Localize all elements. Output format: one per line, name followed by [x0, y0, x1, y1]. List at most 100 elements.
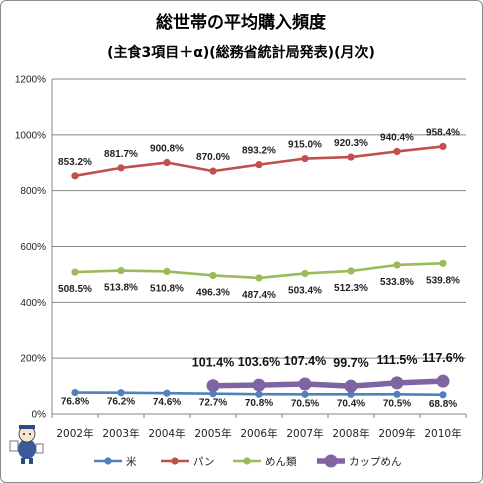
data-point-noodles: [255, 274, 263, 282]
data-point-bread: [71, 172, 79, 180]
data-point-cup-noodles: [298, 377, 312, 391]
data-point-rice: [163, 389, 171, 397]
series-lines: [71, 142, 450, 399]
data-label-noodles: 487.4%: [242, 290, 276, 301]
data-label-cup-noodles: 107.4%: [284, 354, 326, 368]
data-label-rice: 70.5%: [291, 398, 319, 409]
data-point-cup-noodles: [344, 379, 358, 393]
data-point-noodles: [439, 259, 447, 267]
gridlines: [52, 78, 466, 359]
legend-label-cup-noodles: カップめん: [349, 456, 402, 468]
mascot-illustration: [9, 425, 44, 464]
data-point-cup-noodles: [390, 376, 404, 390]
data-point-rice: [71, 388, 79, 397]
data-point-cup-noodles: [436, 374, 450, 388]
data-label-rice: 70.5%: [383, 398, 411, 409]
data-label-bread: 915.0%: [288, 140, 322, 151]
data-label-noodles: 533.8%: [380, 277, 414, 288]
data-label-bread: 893.2%: [242, 146, 276, 157]
data-label-noodles: 539.8%: [426, 275, 460, 286]
data-point-bread: [347, 153, 355, 161]
data-point-noodles: [393, 261, 401, 269]
legend-label-bread: パン: [193, 456, 215, 468]
data-label-noodles: 508.5%: [58, 284, 92, 295]
legend-label-noodles: めん類: [265, 456, 297, 468]
y-tick-labels: 0% 200% 400% 600% 800% 1000% 1200%: [15, 75, 46, 421]
data-label-noodles: 496.3%: [196, 287, 230, 298]
x-tick-label: 2010年: [424, 427, 461, 440]
data-label-rice: 74.6%: [153, 397, 181, 408]
data-labels: 76.8% 76.2% 74.6% 72.7% 70.8% 70.5% 70.4% 70.5%…: [58, 127, 464, 409]
data-label-noodles: 512.3%: [334, 283, 368, 294]
y-tick-label: 200%: [20, 354, 46, 365]
chart-title: 総世帯の平均購入頻度: [156, 12, 327, 33]
data-point-rice: [347, 390, 355, 398]
chart-subtitle: (主食3項目＋α)(総務省統計局発表)(月次): [107, 44, 375, 61]
data-point-rice: [255, 390, 263, 398]
legend-marker-noodles: [243, 457, 251, 465]
y-tick-label: 1200%: [15, 75, 46, 86]
y-tick-label: 1000%: [15, 130, 46, 141]
axes: [51, 79, 467, 418]
data-label-rice: 68.8%: [429, 399, 457, 410]
x-tick-label: 2009年: [378, 427, 415, 440]
data-point-bread: [117, 164, 125, 172]
y-tick-label: 400%: [20, 298, 46, 309]
data-point-rice: [117, 389, 125, 397]
data-point-noodles: [301, 269, 309, 278]
data-label-bread: 853.2%: [58, 157, 92, 168]
x-tick-label: 2008年: [332, 427, 369, 440]
data-label-rice: 70.8%: [245, 398, 273, 409]
legend-marker-cup-noodles: [324, 454, 338, 468]
x-tick-labels: 2002年 2003年 2004年 2005年 2006年 2007年 2008年 2009年…: [56, 427, 461, 440]
data-point-bread: [439, 142, 447, 151]
data-point-bread: [209, 167, 217, 175]
legend-marker-rice: [104, 457, 112, 465]
data-point-noodles: [163, 267, 171, 276]
data-point-noodles: [347, 267, 355, 275]
y-tick-label: 0%: [32, 410, 47, 421]
x-tick-label: 2006年: [240, 427, 277, 440]
data-point-bread: [163, 158, 171, 167]
y-tick-label: 800%: [20, 186, 46, 197]
data-label-cup-noodles: 117.6%: [422, 351, 464, 365]
data-point-noodles: [71, 268, 79, 276]
data-label-cup-noodles: 99.7%: [333, 356, 368, 370]
data-point-cup-noodles: [252, 378, 266, 392]
data-label-bread: 870.0%: [196, 152, 230, 163]
data-label-noodles: 510.8%: [150, 283, 184, 294]
data-label-cup-noodles: 103.6%: [238, 355, 280, 369]
data-point-rice: [439, 391, 447, 399]
data-label-rice: 72.7%: [199, 398, 227, 409]
y-tick-label: 600%: [20, 242, 46, 253]
x-tick-label: 2002年: [56, 427, 93, 440]
legend: 米 パン めん類 カップめん: [94, 454, 402, 468]
data-point-bread: [255, 161, 263, 169]
x-tick-label: 2003年: [102, 427, 139, 440]
data-point-rice: [301, 390, 309, 398]
x-tick-label: 2005年: [194, 427, 231, 440]
data-label-rice: 76.8%: [61, 397, 89, 408]
data-label-noodles: 513.8%: [104, 283, 138, 294]
data-label-rice: 76.2%: [107, 397, 135, 408]
data-label-rice: 70.4%: [337, 398, 365, 409]
data-point-bread: [301, 154, 309, 163]
data-point-rice: [393, 390, 401, 398]
legend-label-rice: 米: [126, 455, 137, 468]
data-label-bread: 958.4%: [426, 127, 460, 138]
data-label-bread: 900.8%: [150, 144, 184, 155]
data-point-noodles: [117, 266, 125, 275]
x-tick-label: 2007年: [286, 427, 323, 440]
data-label-bread: 881.7%: [104, 149, 138, 160]
legend-marker-bread: [171, 457, 179, 465]
data-point-noodles: [209, 271, 217, 280]
x-tick-label: 2004年: [148, 427, 185, 440]
series-line-cup-noodles: [212, 378, 444, 389]
data-point-bread: [393, 147, 401, 156]
data-point-cup-noodles: [206, 379, 220, 393]
data-label-bread: 920.3%: [334, 138, 368, 149]
data-label-cup-noodles: 101.4%: [192, 356, 234, 370]
data-label-noodles: 503.4%: [288, 285, 322, 296]
data-label-bread: 940.4%: [380, 132, 414, 143]
